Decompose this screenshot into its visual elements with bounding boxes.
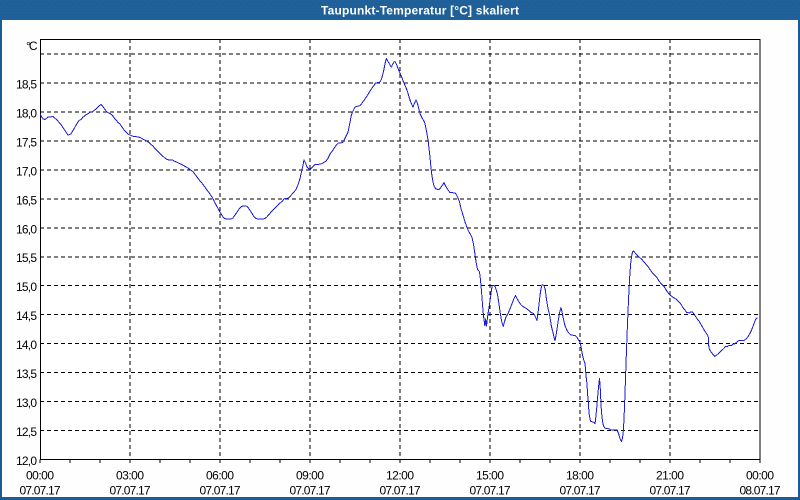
svg-text:00:00: 00:00 (746, 469, 774, 483)
svg-text:15:00: 15:00 (476, 469, 504, 483)
svg-text:Taupunkt-Temperatur [°C] skali: Taupunkt-Temperatur [°C] skaliert (321, 4, 519, 18)
svg-text:15,0: 15,0 (16, 280, 37, 294)
svg-text:14,5: 14,5 (16, 309, 37, 323)
svg-text:07.07.17: 07.07.17 (20, 484, 61, 498)
svg-text:03:00: 03:00 (116, 469, 144, 483)
svg-text:07.07.17: 07.07.17 (650, 484, 691, 498)
svg-text:07.07.17: 07.07.17 (560, 484, 601, 498)
svg-text:12,5: 12,5 (16, 425, 37, 439)
svg-text:18,5: 18,5 (16, 78, 37, 92)
svg-text:06:00: 06:00 (206, 469, 234, 483)
svg-text:18,0: 18,0 (16, 106, 37, 120)
svg-text:07.07.17: 07.07.17 (290, 484, 331, 498)
svg-text:07.07.17: 07.07.17 (380, 484, 421, 498)
svg-text:00:00: 00:00 (26, 469, 54, 483)
svg-text:17,5: 17,5 (16, 135, 37, 149)
svg-text:12,0: 12,0 (16, 454, 37, 468)
svg-text:21:00: 21:00 (656, 469, 684, 483)
svg-text:13,5: 13,5 (16, 367, 37, 381)
svg-text:14,0: 14,0 (16, 338, 37, 352)
svg-text:15,5: 15,5 (16, 251, 37, 265)
svg-text:07.07.17: 07.07.17 (110, 484, 151, 498)
svg-text:12:00: 12:00 (386, 469, 414, 483)
svg-text:09:00: 09:00 (296, 469, 324, 483)
svg-text:°C: °C (26, 39, 38, 53)
svg-text:18:00: 18:00 (566, 469, 594, 483)
svg-text:08.07.17: 08.07.17 (740, 484, 781, 498)
svg-text:07.07.17: 07.07.17 (200, 484, 241, 498)
svg-text:07.07.17: 07.07.17 (470, 484, 511, 498)
svg-text:16,5: 16,5 (16, 193, 37, 207)
svg-text:16,0: 16,0 (16, 222, 37, 236)
svg-text:13,0: 13,0 (16, 396, 37, 410)
svg-text:17,0: 17,0 (16, 164, 37, 178)
